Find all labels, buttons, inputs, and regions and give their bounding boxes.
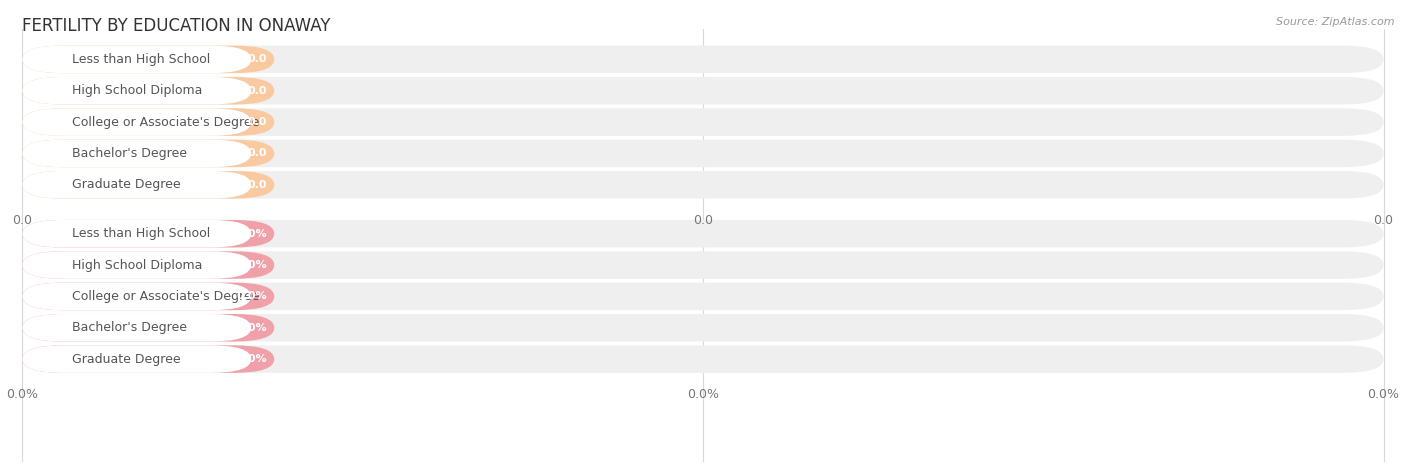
Text: 0.0%: 0.0% <box>236 354 267 364</box>
Text: Graduate Degree: Graduate Degree <box>72 352 180 366</box>
Text: College or Associate's Degree: College or Associate's Degree <box>72 115 259 129</box>
Text: Bachelor's Degree: Bachelor's Degree <box>72 321 187 334</box>
Text: Less than High School: Less than High School <box>72 53 209 66</box>
FancyBboxPatch shape <box>22 77 1384 104</box>
FancyBboxPatch shape <box>22 314 252 342</box>
Text: 0.0: 0.0 <box>247 86 267 96</box>
FancyBboxPatch shape <box>22 108 252 136</box>
FancyBboxPatch shape <box>22 314 274 342</box>
FancyBboxPatch shape <box>22 77 274 104</box>
FancyBboxPatch shape <box>22 220 1384 247</box>
Text: Graduate Degree: Graduate Degree <box>72 178 180 191</box>
FancyBboxPatch shape <box>22 140 274 167</box>
Text: 0.0%: 0.0% <box>236 260 267 270</box>
Text: FERTILITY BY EDUCATION IN ONAWAY: FERTILITY BY EDUCATION IN ONAWAY <box>22 17 330 35</box>
Text: 0.0%: 0.0% <box>688 388 718 401</box>
Text: Bachelor's Degree: Bachelor's Degree <box>72 147 187 160</box>
Text: 0.0%: 0.0% <box>236 228 267 239</box>
Text: High School Diploma: High School Diploma <box>72 258 202 272</box>
FancyBboxPatch shape <box>22 283 274 310</box>
FancyBboxPatch shape <box>22 251 274 279</box>
FancyBboxPatch shape <box>22 46 1384 73</box>
Text: 0.0: 0.0 <box>247 54 267 65</box>
FancyBboxPatch shape <box>22 108 1384 136</box>
FancyBboxPatch shape <box>22 314 1384 342</box>
FancyBboxPatch shape <box>22 171 274 199</box>
Text: Source: ZipAtlas.com: Source: ZipAtlas.com <box>1277 17 1395 27</box>
FancyBboxPatch shape <box>22 345 1384 373</box>
FancyBboxPatch shape <box>22 108 274 136</box>
FancyBboxPatch shape <box>22 171 1384 199</box>
FancyBboxPatch shape <box>22 283 252 310</box>
Text: 0.0: 0.0 <box>247 117 267 127</box>
Text: 0.0: 0.0 <box>247 180 267 190</box>
FancyBboxPatch shape <box>22 171 252 199</box>
FancyBboxPatch shape <box>22 283 1384 310</box>
FancyBboxPatch shape <box>22 140 1384 167</box>
FancyBboxPatch shape <box>22 140 252 167</box>
FancyBboxPatch shape <box>22 220 252 247</box>
FancyBboxPatch shape <box>22 251 252 279</box>
FancyBboxPatch shape <box>22 220 274 247</box>
FancyBboxPatch shape <box>22 77 252 104</box>
Text: 0.0: 0.0 <box>247 148 267 159</box>
FancyBboxPatch shape <box>22 345 252 373</box>
Text: 0.0: 0.0 <box>693 214 713 227</box>
Text: College or Associate's Degree: College or Associate's Degree <box>72 290 259 303</box>
FancyBboxPatch shape <box>22 46 274 73</box>
Text: 0.0%: 0.0% <box>236 291 267 302</box>
Text: High School Diploma: High School Diploma <box>72 84 202 97</box>
Text: 0.0%: 0.0% <box>236 323 267 333</box>
FancyBboxPatch shape <box>22 46 252 73</box>
FancyBboxPatch shape <box>22 251 1384 279</box>
Text: 0.0: 0.0 <box>13 214 32 227</box>
Text: 0.0%: 0.0% <box>1368 388 1399 401</box>
Text: Less than High School: Less than High School <box>72 227 209 240</box>
FancyBboxPatch shape <box>22 345 274 373</box>
Text: 0.0%: 0.0% <box>7 388 38 401</box>
Text: 0.0: 0.0 <box>1374 214 1393 227</box>
